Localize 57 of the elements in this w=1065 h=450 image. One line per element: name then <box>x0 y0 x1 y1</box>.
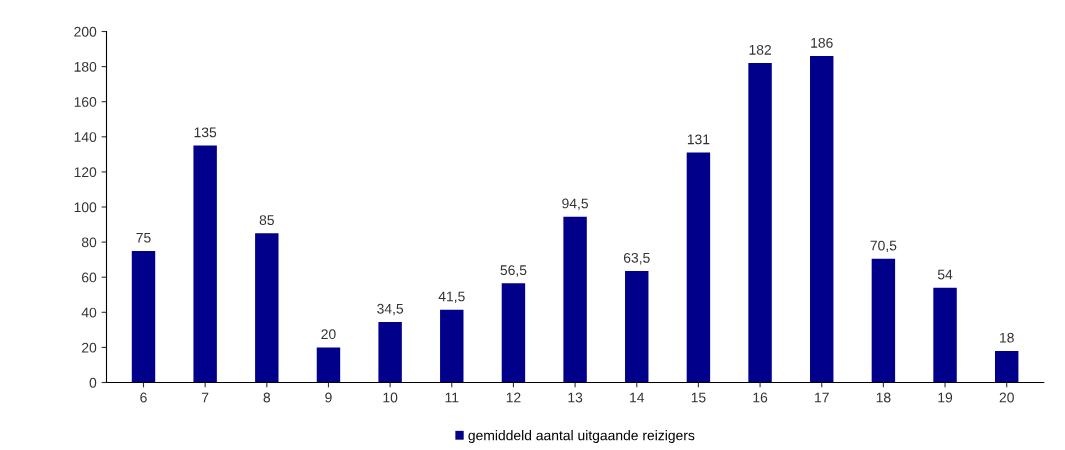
bar <box>994 350 1019 383</box>
legend-label: gemiddeld aantal uitgaande reizigers <box>468 430 695 444</box>
x-tick-label: 20 <box>999 392 1014 403</box>
data-label: 20 <box>321 329 336 340</box>
bar <box>871 258 896 383</box>
data-label: 56,5 <box>500 265 527 277</box>
data-label: 34,5 <box>377 303 404 316</box>
data-label: 41,5 <box>438 291 465 304</box>
y-tick-label: 80 <box>81 237 97 248</box>
x-tick-label: 15 <box>691 392 706 403</box>
x-tick-label: 16 <box>753 392 768 403</box>
bar <box>193 145 217 383</box>
data-label: 94,5 <box>562 198 589 210</box>
x-tick-label: 18 <box>876 392 891 403</box>
x-tick-label: 17 <box>815 392 829 403</box>
x-tick-label: 7 <box>202 392 209 403</box>
y-tick-label: 200 <box>74 26 97 37</box>
bar <box>933 287 957 383</box>
bar <box>131 250 156 383</box>
data-label: 186 <box>811 37 833 48</box>
data-label: 18 <box>1000 332 1014 343</box>
x-tick-label: 8 <box>263 392 271 403</box>
y-tick-label: 180 <box>74 61 97 72</box>
x-tick-label: 12 <box>506 392 521 403</box>
data-label: 54 <box>937 269 953 280</box>
bar <box>316 347 341 383</box>
bar <box>810 56 834 383</box>
y-tick-label: 120 <box>74 167 97 178</box>
data-label: 182 <box>749 44 771 55</box>
y-tick-label: 140 <box>74 132 97 142</box>
data-label: 63,5 <box>623 252 650 265</box>
y-tick-label: 20 <box>82 342 97 353</box>
y-tick-label: 160 <box>74 97 97 107</box>
bar <box>255 233 279 383</box>
data-label: 135 <box>194 127 217 138</box>
x-tick-label: 9 <box>325 392 332 403</box>
data-label: 75 <box>136 232 151 243</box>
bar <box>378 321 402 383</box>
data-label: 70,5 <box>870 240 897 253</box>
x-tick-label: 13 <box>568 392 583 403</box>
data-label: 85 <box>259 215 274 226</box>
data-label: 131 <box>687 134 710 145</box>
x-tick-label: 10 <box>383 392 398 403</box>
y-tick-label: 100 <box>74 202 97 213</box>
x-tick-label: 19 <box>938 392 953 403</box>
bar <box>625 271 649 383</box>
bar <box>748 63 772 383</box>
y-tick-label: 60 <box>82 272 97 283</box>
x-tick-label: 6 <box>140 392 147 403</box>
bar <box>501 283 526 383</box>
bar <box>686 152 711 383</box>
bar <box>563 216 587 383</box>
x-tick-label: 14 <box>630 392 645 403</box>
bar <box>440 309 464 383</box>
y-tick-label: 40 <box>81 307 97 318</box>
x-tick-label: 11 <box>445 392 459 403</box>
y-tick-label: 0 <box>89 377 97 388</box>
